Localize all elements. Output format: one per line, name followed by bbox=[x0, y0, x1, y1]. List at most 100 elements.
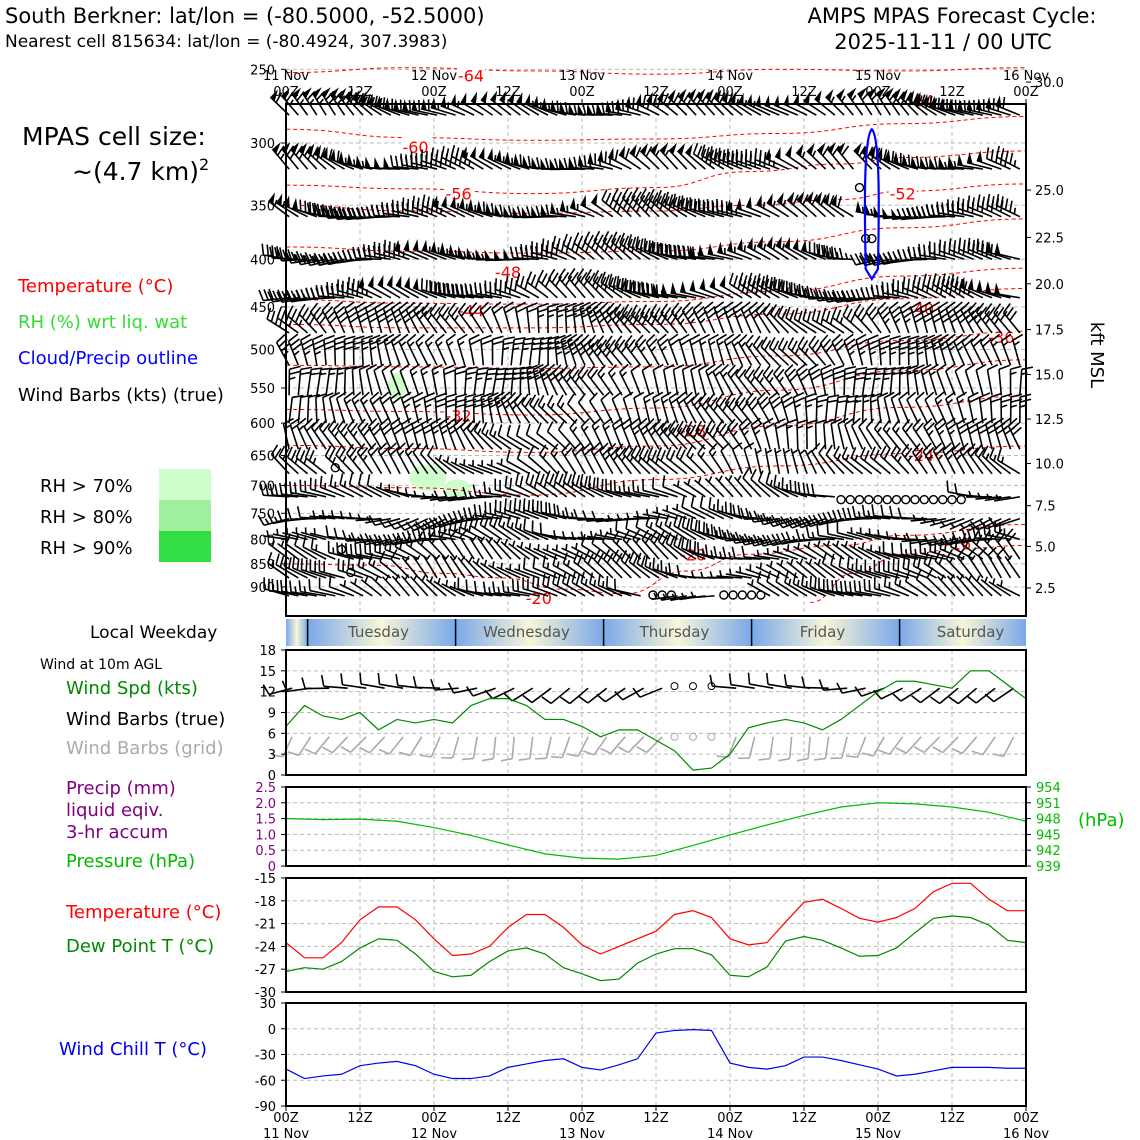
wind-barb bbox=[450, 195, 475, 218]
barb-feather bbox=[588, 272, 596, 284]
cycle-title: AMPS MPAS Forecast Cycle: bbox=[808, 4, 1097, 28]
wind-barb bbox=[583, 231, 605, 260]
barb-feather bbox=[331, 282, 334, 295]
barb-feather bbox=[322, 252, 330, 264]
barb-half-feather bbox=[1013, 159, 1017, 167]
barb-flag bbox=[533, 95, 539, 108]
barb-feather bbox=[490, 202, 495, 215]
barb-feather bbox=[276, 145, 285, 156]
barb-flag bbox=[559, 157, 566, 169]
barb-feather bbox=[499, 204, 504, 216]
barb-feather bbox=[907, 154, 911, 167]
barb-flag bbox=[853, 142, 862, 155]
barb-feather bbox=[957, 197, 960, 209]
barb-feather bbox=[656, 190, 662, 202]
barb-half-feather bbox=[836, 252, 839, 259]
barb-feather bbox=[837, 196, 842, 208]
barb-feather bbox=[577, 235, 584, 247]
barb-flag bbox=[404, 276, 410, 289]
barb-feather bbox=[374, 95, 378, 108]
barb-staff bbox=[343, 369, 347, 396]
barb-feather bbox=[823, 247, 829, 259]
barb-half-feather bbox=[599, 529, 603, 536]
wind-barb bbox=[756, 236, 780, 260]
barb-feather bbox=[425, 151, 428, 163]
barb-flag bbox=[635, 93, 642, 107]
wind-barb bbox=[651, 240, 678, 261]
barb-feather bbox=[619, 195, 626, 207]
barb-flag bbox=[746, 196, 752, 209]
barb-flag bbox=[493, 249, 501, 261]
wind-barb bbox=[321, 146, 345, 170]
barb-flag bbox=[559, 199, 566, 212]
barb-flag bbox=[713, 89, 722, 102]
barb-feather bbox=[971, 239, 975, 252]
barb-feather bbox=[933, 157, 938, 169]
barb-feather bbox=[849, 254, 857, 266]
rh80-label: RH > 80% bbox=[40, 507, 133, 528]
barb-flag bbox=[352, 89, 360, 103]
barb-flag bbox=[825, 88, 834, 102]
barb-feather bbox=[430, 147, 435, 160]
barb-feather bbox=[601, 189, 608, 201]
barb-flag bbox=[503, 205, 510, 217]
wind-barb bbox=[629, 144, 651, 170]
barb-flag bbox=[957, 153, 964, 166]
barb-feather bbox=[591, 238, 598, 249]
barb-feather bbox=[386, 202, 390, 215]
barb-staff bbox=[930, 105, 956, 116]
barb-half-feather bbox=[743, 245, 747, 252]
barb-half-feather bbox=[841, 95, 846, 102]
barb-staff bbox=[826, 148, 845, 170]
barb-staff bbox=[661, 292, 687, 299]
barb-feather bbox=[276, 246, 280, 258]
barb-feather bbox=[553, 158, 559, 170]
wind-barb bbox=[786, 191, 808, 218]
barb-feather bbox=[489, 502, 492, 515]
barb-half-feather bbox=[282, 200, 286, 208]
wind-barb bbox=[404, 276, 429, 299]
contour-label: -56 bbox=[446, 185, 472, 204]
wind-barb bbox=[403, 239, 429, 261]
barb-feather bbox=[901, 208, 908, 220]
barb-feather bbox=[740, 150, 743, 163]
barb-feather bbox=[713, 148, 718, 160]
barb-feather bbox=[645, 282, 649, 295]
barb-feather bbox=[676, 199, 682, 212]
wind-barb bbox=[306, 202, 336, 218]
barb-feather bbox=[604, 274, 610, 286]
temperature-contour bbox=[285, 330, 1027, 369]
barb-flag bbox=[657, 90, 665, 103]
barb-half-feather bbox=[313, 528, 316, 535]
barb-flag bbox=[281, 88, 290, 100]
barb-feather bbox=[382, 97, 386, 109]
barb-half-feather bbox=[280, 153, 285, 160]
barb-staff bbox=[796, 423, 799, 450]
barb-feather bbox=[537, 269, 544, 281]
barb-feather bbox=[973, 99, 976, 112]
wind-barb bbox=[580, 194, 604, 218]
barb-half-feather bbox=[763, 243, 767, 251]
barb-feather bbox=[499, 279, 502, 292]
barb-flag bbox=[383, 156, 390, 169]
barb-feather bbox=[593, 230, 601, 242]
barb-flag bbox=[531, 205, 538, 217]
barb-staff bbox=[773, 104, 799, 116]
barb-half-feather bbox=[320, 256, 326, 263]
dewpoint-label: Dew Point T (°C) bbox=[66, 936, 214, 957]
barb-flag bbox=[705, 88, 714, 101]
barb-flag bbox=[270, 89, 278, 102]
barb-half-feather bbox=[1013, 207, 1017, 215]
barb-feather bbox=[591, 103, 596, 115]
barb-flag bbox=[367, 93, 374, 107]
wind-barb bbox=[685, 143, 706, 170]
legend-rh: RH (%) wrt liq. wat bbox=[18, 312, 187, 333]
temperature-contour bbox=[285, 267, 1027, 305]
wind-barb bbox=[480, 90, 503, 116]
barb-feather bbox=[600, 271, 606, 283]
wind-barb bbox=[421, 239, 447, 261]
barb-feather bbox=[962, 239, 966, 252]
contour-label: -48 bbox=[495, 263, 521, 282]
barb-feather bbox=[509, 246, 514, 258]
barb-staff bbox=[559, 209, 586, 218]
